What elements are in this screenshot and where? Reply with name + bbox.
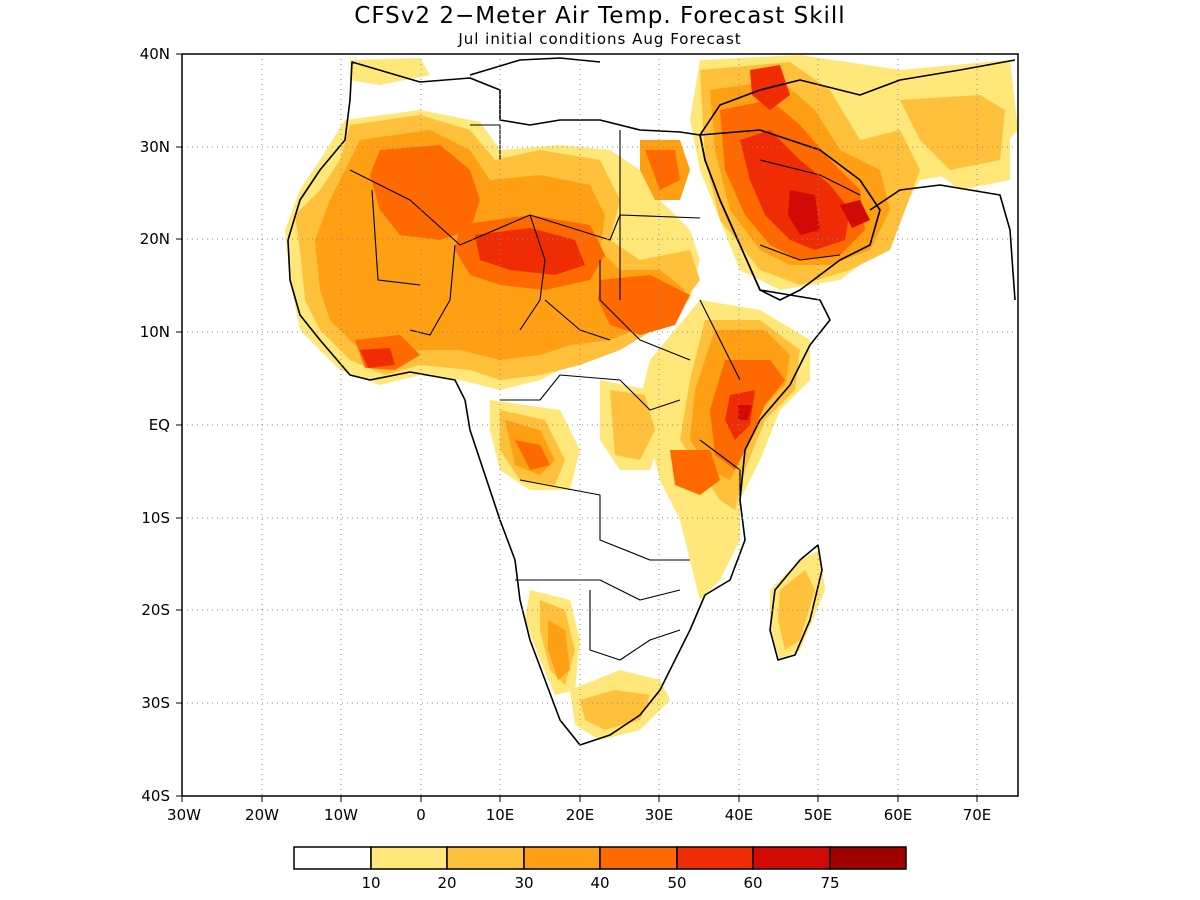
colorbar-swatch bbox=[370, 846, 448, 870]
colorbar-label: 30 bbox=[514, 874, 533, 892]
lon-tick-label: 10W bbox=[324, 806, 358, 824]
lon-tick-label: 30W bbox=[167, 806, 201, 824]
colorbar-swatch bbox=[599, 846, 678, 870]
colorbar-swatch bbox=[829, 846, 907, 870]
lat-tick-label: 20S bbox=[141, 601, 170, 619]
lat-tick-label: 30S bbox=[141, 694, 170, 712]
colorbar-swatch bbox=[523, 846, 601, 870]
lat-tick-label: 30N bbox=[140, 138, 170, 156]
colorbar-label: 20 bbox=[437, 874, 456, 892]
lon-tick-label: 20W bbox=[245, 806, 279, 824]
lon-tick-label: 30E bbox=[645, 806, 674, 824]
lon-tick-label: 50E bbox=[804, 806, 833, 824]
lat-tick-label: EQ bbox=[149, 416, 170, 434]
colorbar: 10 20 30 40 50 60 75 bbox=[293, 846, 907, 892]
colorbar-label: 75 bbox=[820, 874, 839, 892]
colorbar-label: 40 bbox=[590, 874, 609, 892]
lat-tick-label: 10N bbox=[140, 323, 170, 341]
longitude-axis: 30W 20W 10W 0 10E 20E 30E 40E 50E 60E 70… bbox=[167, 796, 991, 824]
skill-shading-60-75 bbox=[738, 190, 870, 420]
lon-tick-label: 70E bbox=[963, 806, 992, 824]
map-title: CFSv2 2−Meter Air Temp. Forecast Skill bbox=[354, 3, 845, 29]
colorbar-label: 10 bbox=[361, 874, 380, 892]
lon-tick-label: 0 bbox=[416, 806, 426, 824]
latitude-axis: 40N 30N 20N 10N EQ 10S 20S 30S 40S bbox=[140, 45, 182, 805]
colorbar-label: 50 bbox=[667, 874, 686, 892]
gridlines bbox=[182, 54, 1018, 796]
lon-tick-label: 40E bbox=[725, 806, 754, 824]
lat-tick-label: 10S bbox=[141, 509, 170, 527]
lat-tick-label: 40S bbox=[141, 787, 170, 805]
colorbar-swatch bbox=[293, 846, 372, 870]
map-subtitle: Jul initial conditions Aug Forecast bbox=[457, 30, 741, 48]
colorbar-swatch bbox=[676, 846, 754, 870]
lat-tick-label: 20N bbox=[140, 230, 170, 248]
lon-tick-label: 20E bbox=[566, 806, 595, 824]
lat-tick-label: 40N bbox=[140, 45, 170, 63]
coastlines bbox=[287, 57, 1016, 746]
map-area bbox=[285, 55, 1018, 746]
colorbar-swatch bbox=[752, 846, 831, 870]
colorbar-label: 60 bbox=[743, 874, 762, 892]
country-borders bbox=[349, 124, 861, 661]
lon-tick-label: 60E bbox=[884, 806, 913, 824]
colorbar-swatch bbox=[446, 846, 525, 870]
lon-tick-label: 10E bbox=[486, 806, 515, 824]
